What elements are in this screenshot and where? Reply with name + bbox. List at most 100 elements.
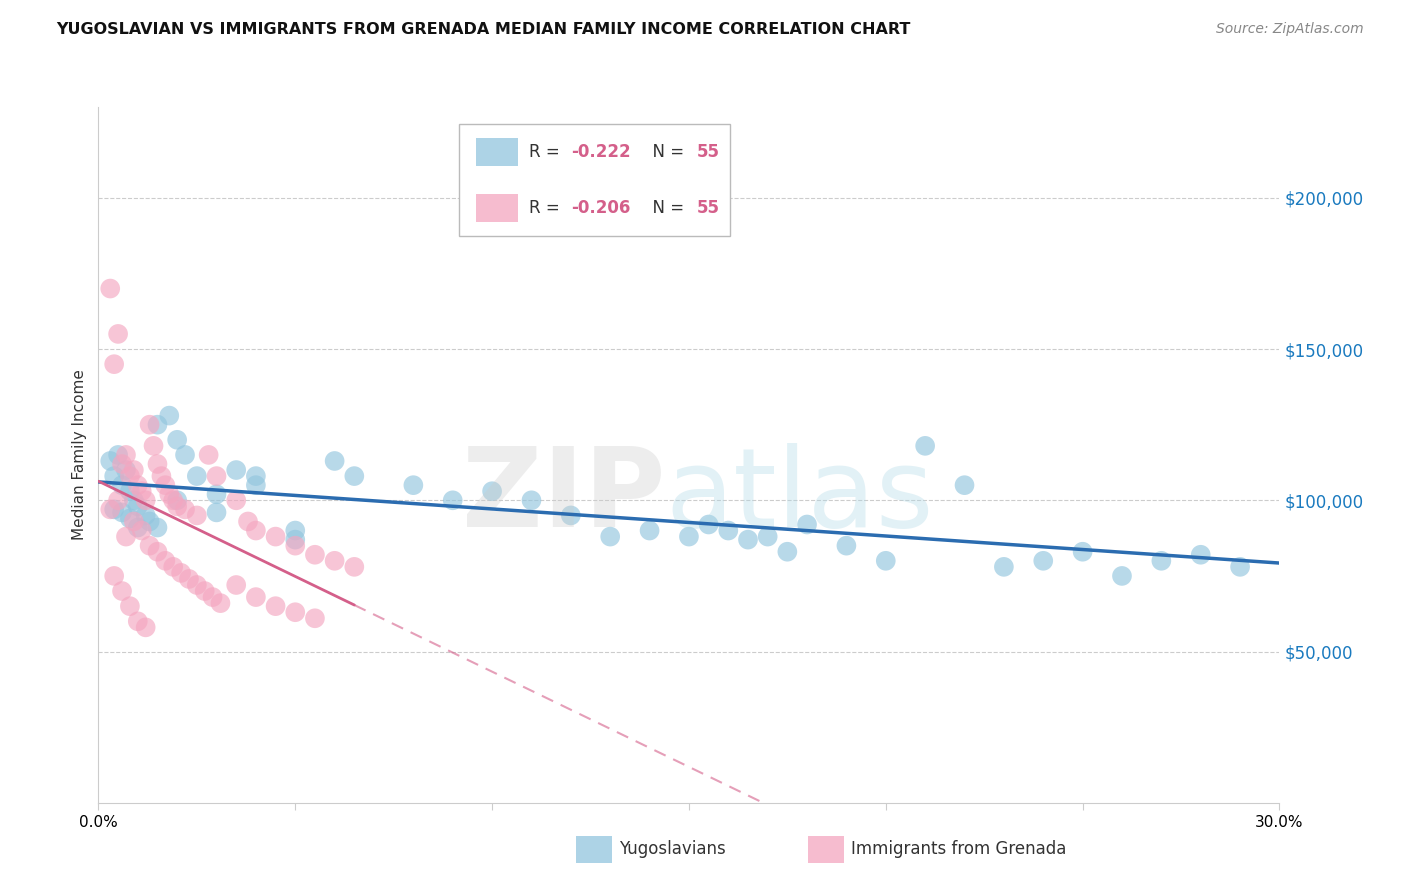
Point bbox=[127, 615, 149, 629]
Point bbox=[103, 569, 125, 583]
Point bbox=[131, 484, 153, 499]
Point bbox=[131, 524, 153, 538]
Point bbox=[135, 620, 157, 634]
Point bbox=[122, 515, 145, 529]
Point bbox=[146, 417, 169, 432]
Point bbox=[225, 493, 247, 508]
Point bbox=[225, 463, 247, 477]
Point bbox=[186, 578, 208, 592]
Point bbox=[118, 484, 141, 499]
Point bbox=[284, 524, 307, 538]
Point bbox=[98, 502, 121, 516]
Point bbox=[115, 448, 138, 462]
Text: R =: R = bbox=[530, 199, 565, 217]
Point bbox=[155, 478, 177, 492]
Point bbox=[776, 545, 799, 559]
Point bbox=[236, 515, 259, 529]
Text: Source: ZipAtlas.com: Source: ZipAtlas.com bbox=[1216, 22, 1364, 37]
Point bbox=[225, 578, 247, 592]
Point bbox=[146, 520, 169, 534]
Point bbox=[756, 530, 779, 544]
Point bbox=[197, 448, 219, 462]
Point bbox=[111, 478, 134, 492]
Point bbox=[146, 457, 169, 471]
Point bbox=[323, 454, 346, 468]
Point bbox=[107, 326, 129, 341]
Point bbox=[118, 599, 141, 614]
Point bbox=[115, 463, 138, 477]
Point bbox=[127, 500, 149, 514]
Point bbox=[115, 530, 138, 544]
Point bbox=[1150, 554, 1173, 568]
Text: -0.206: -0.206 bbox=[571, 199, 630, 217]
Point bbox=[118, 469, 141, 483]
Point bbox=[150, 469, 173, 483]
Point bbox=[103, 502, 125, 516]
Point bbox=[737, 533, 759, 547]
Point bbox=[138, 515, 160, 529]
Point bbox=[186, 508, 208, 523]
Point bbox=[142, 439, 165, 453]
Point bbox=[174, 502, 197, 516]
Point bbox=[162, 493, 184, 508]
Point bbox=[284, 605, 307, 619]
Text: Yugoslavians: Yugoslavians bbox=[619, 840, 725, 858]
Point bbox=[107, 493, 129, 508]
Text: YUGOSLAVIAN VS IMMIGRANTS FROM GRENADA MEDIAN FAMILY INCOME CORRELATION CHART: YUGOSLAVIAN VS IMMIGRANTS FROM GRENADA M… bbox=[56, 22, 911, 37]
Point bbox=[638, 524, 661, 538]
Point bbox=[560, 508, 582, 523]
Point bbox=[174, 448, 197, 462]
Text: N =: N = bbox=[641, 199, 689, 217]
Point bbox=[146, 545, 169, 559]
Text: Immigrants from Grenada: Immigrants from Grenada bbox=[851, 840, 1066, 858]
Point bbox=[1111, 569, 1133, 583]
Bar bbox=[477, 138, 517, 166]
Point bbox=[678, 530, 700, 544]
Point bbox=[166, 500, 188, 514]
Point bbox=[162, 559, 184, 574]
Point bbox=[170, 566, 193, 580]
Point bbox=[835, 539, 858, 553]
Point bbox=[343, 469, 366, 483]
Point bbox=[157, 409, 180, 423]
Point bbox=[98, 454, 121, 468]
Text: 55: 55 bbox=[697, 199, 720, 217]
Text: N =: N = bbox=[641, 144, 689, 161]
Point bbox=[186, 469, 208, 483]
Point bbox=[481, 484, 503, 499]
Point bbox=[717, 524, 740, 538]
Point bbox=[1032, 554, 1054, 568]
Point bbox=[1071, 545, 1094, 559]
Point bbox=[122, 463, 145, 477]
Bar bbox=[477, 194, 517, 222]
Point bbox=[264, 599, 287, 614]
Point bbox=[135, 493, 157, 508]
Point bbox=[209, 596, 232, 610]
Point bbox=[127, 478, 149, 492]
Point bbox=[166, 493, 188, 508]
Point bbox=[796, 517, 818, 532]
Point bbox=[127, 520, 149, 534]
Point bbox=[103, 469, 125, 483]
Y-axis label: Median Family Income: Median Family Income bbox=[72, 369, 87, 541]
Point bbox=[98, 281, 121, 295]
Point bbox=[284, 533, 307, 547]
Point bbox=[914, 439, 936, 453]
Point bbox=[1229, 559, 1251, 574]
Point bbox=[135, 508, 157, 523]
Point bbox=[264, 530, 287, 544]
Point bbox=[993, 559, 1015, 574]
Point bbox=[284, 539, 307, 553]
Point bbox=[177, 572, 200, 586]
Point bbox=[111, 505, 134, 519]
Point bbox=[520, 493, 543, 508]
Point bbox=[304, 548, 326, 562]
Point bbox=[111, 457, 134, 471]
Point bbox=[953, 478, 976, 492]
Point bbox=[157, 487, 180, 501]
Text: atlas: atlas bbox=[665, 443, 934, 550]
Text: -0.222: -0.222 bbox=[571, 144, 630, 161]
Point bbox=[138, 539, 160, 553]
Point bbox=[697, 517, 720, 532]
Point bbox=[122, 493, 145, 508]
